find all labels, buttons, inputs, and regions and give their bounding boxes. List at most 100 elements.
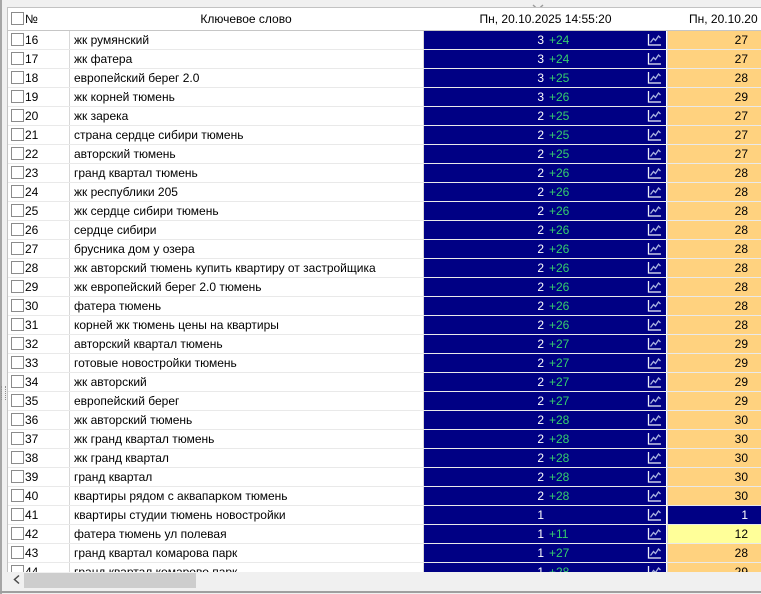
chart-icon[interactable] [646, 280, 663, 294]
keyword-text[interactable]: готовые новостройки тюмень [74, 356, 237, 370]
keyword-text[interactable]: жк авторский тюмень купить квартиру от з… [74, 261, 376, 275]
chart-icon[interactable] [646, 432, 663, 446]
row-checkbox[interactable] [11, 394, 24, 407]
row-checkbox[interactable] [11, 166, 24, 179]
keyword-text[interactable]: корней жк тюмень цены на квартиры [74, 318, 279, 332]
scrollbar-thumb[interactable] [24, 573, 196, 588]
chart-icon[interactable] [646, 128, 663, 142]
row-checkbox[interactable] [11, 90, 24, 103]
chart-icon[interactable] [646, 204, 663, 218]
horizontal-scrollbar[interactable] [7, 572, 761, 589]
keyword-text[interactable]: жк румянский [74, 33, 150, 47]
keyword-text[interactable]: жк зарека [74, 109, 129, 123]
row-checkbox[interactable] [11, 33, 24, 46]
keyword-text[interactable]: авторский тюмень [74, 147, 176, 161]
position-diff: +26 [549, 223, 570, 237]
keyword-text[interactable]: европейский берег [74, 394, 180, 408]
date-column-header-current[interactable]: Пн, 20.10.2025 14:55:20 [479, 12, 612, 26]
keyword-text[interactable]: авторский квартал тюмень [74, 337, 223, 351]
keyword-text[interactable]: фатера тюмень [74, 299, 162, 313]
row-checkbox[interactable] [11, 489, 24, 502]
keyword-text[interactable]: квартиры студии тюмень новостройки [74, 508, 286, 522]
chart-icon[interactable] [646, 90, 663, 104]
keyword-text[interactable]: фатера тюмень ул полевая [74, 527, 227, 541]
chart-icon[interactable] [646, 451, 663, 465]
row-checkbox[interactable] [11, 527, 24, 540]
row-checkbox[interactable] [11, 242, 24, 255]
date-column-header-previous[interactable]: Пн, 20.10.20 [689, 12, 758, 26]
row-checkbox[interactable] [11, 204, 24, 217]
keyword-text[interactable]: квартиры рядом с аквапарком тюмень [74, 489, 288, 503]
chart-icon[interactable] [646, 242, 663, 256]
row-checkbox[interactable] [11, 375, 24, 388]
keyword-text[interactable]: гранд квартал тюмень [74, 166, 198, 180]
keyword-text[interactable]: жк фатера [74, 52, 133, 66]
row-checkbox[interactable] [11, 128, 24, 141]
row-checkbox[interactable] [11, 337, 24, 350]
chart-icon[interactable] [646, 318, 663, 332]
row-checkbox[interactable] [11, 413, 24, 426]
select-all-checkbox[interactable] [11, 12, 24, 25]
row-checkbox[interactable] [11, 71, 24, 84]
row-checkbox[interactable] [11, 280, 24, 293]
keyword-text[interactable]: европейский берег 2.0 [74, 71, 200, 85]
chart-icon[interactable] [646, 394, 663, 408]
keyword-text[interactable]: жк авторский [74, 375, 147, 389]
row-checkbox[interactable] [11, 318, 24, 331]
chart-icon[interactable] [646, 470, 663, 484]
chart-icon[interactable] [646, 109, 663, 123]
row-checkbox[interactable] [11, 546, 24, 559]
keyword-text[interactable]: гранд квартал комарово парк [74, 565, 238, 573]
row-checkbox[interactable] [11, 565, 24, 573]
chart-icon[interactable] [646, 413, 663, 427]
chart-icon[interactable] [646, 508, 663, 522]
keyword-text[interactable]: жк гранд квартал [74, 451, 169, 465]
row-checkbox[interactable] [11, 52, 24, 65]
keyword-text[interactable]: жк сердце сибири тюмень [74, 204, 219, 218]
chart-icon[interactable] [646, 185, 663, 199]
chart-icon[interactable] [646, 166, 663, 180]
chart-icon[interactable] [646, 52, 663, 66]
position-diff: +28 [549, 470, 570, 484]
row-checkbox[interactable] [11, 223, 24, 236]
row-checkbox[interactable] [11, 185, 24, 198]
row-checkbox[interactable] [11, 147, 24, 160]
panel-splitter-handle[interactable] [1, 386, 6, 400]
keyword-text[interactable]: жк республики 205 [74, 185, 178, 199]
chart-icon[interactable] [646, 71, 663, 85]
chart-icon[interactable] [646, 223, 663, 237]
keyword-text[interactable]: брусника дом у озера [74, 242, 195, 256]
keyword-text[interactable]: жк европейский берег 2.0 тюмень [74, 280, 262, 294]
prev-position-cell: 29 [668, 563, 761, 573]
chart-icon[interactable] [646, 147, 663, 161]
keyword-text[interactable]: сердце сибири [74, 223, 157, 237]
keyword-column-header[interactable]: Ключевое слово [200, 12, 292, 26]
chart-icon[interactable] [646, 489, 663, 503]
chart-icon[interactable] [646, 527, 663, 541]
chart-icon[interactable] [646, 375, 663, 389]
row-checkbox[interactable] [11, 356, 24, 369]
keyword-text[interactable]: гранд квартал [74, 470, 153, 484]
row-checkbox[interactable] [11, 299, 24, 312]
chart-icon[interactable] [646, 261, 663, 275]
scrollbar-left-arrow-icon[interactable] [9, 573, 25, 588]
row-checkbox[interactable] [11, 470, 24, 483]
keyword-text[interactable]: жк корней тюмень [74, 90, 175, 104]
keyword-text[interactable]: жк авторский тюмень [74, 413, 193, 427]
column-menu-chevron-icon[interactable] [531, 0, 545, 11]
keyword-text[interactable]: гранд квартал комарова парк [74, 546, 238, 560]
position-value: 2 [537, 109, 544, 123]
keyword-text[interactable]: жк гранд квартал тюмень [74, 432, 215, 446]
chart-icon[interactable] [646, 337, 663, 351]
row-checkbox[interactable] [11, 432, 24, 445]
row-checkbox[interactable] [11, 261, 24, 274]
chart-icon[interactable] [646, 356, 663, 370]
position-diff: +25 [549, 71, 570, 85]
row-checkbox[interactable] [11, 451, 24, 464]
row-checkbox[interactable] [11, 109, 24, 122]
chart-icon[interactable] [646, 33, 663, 47]
chart-icon[interactable] [646, 546, 663, 560]
chart-icon[interactable] [646, 299, 663, 313]
row-checkbox[interactable] [11, 508, 24, 521]
keyword-text[interactable]: страна сердце сибири тюмень [74, 128, 244, 142]
